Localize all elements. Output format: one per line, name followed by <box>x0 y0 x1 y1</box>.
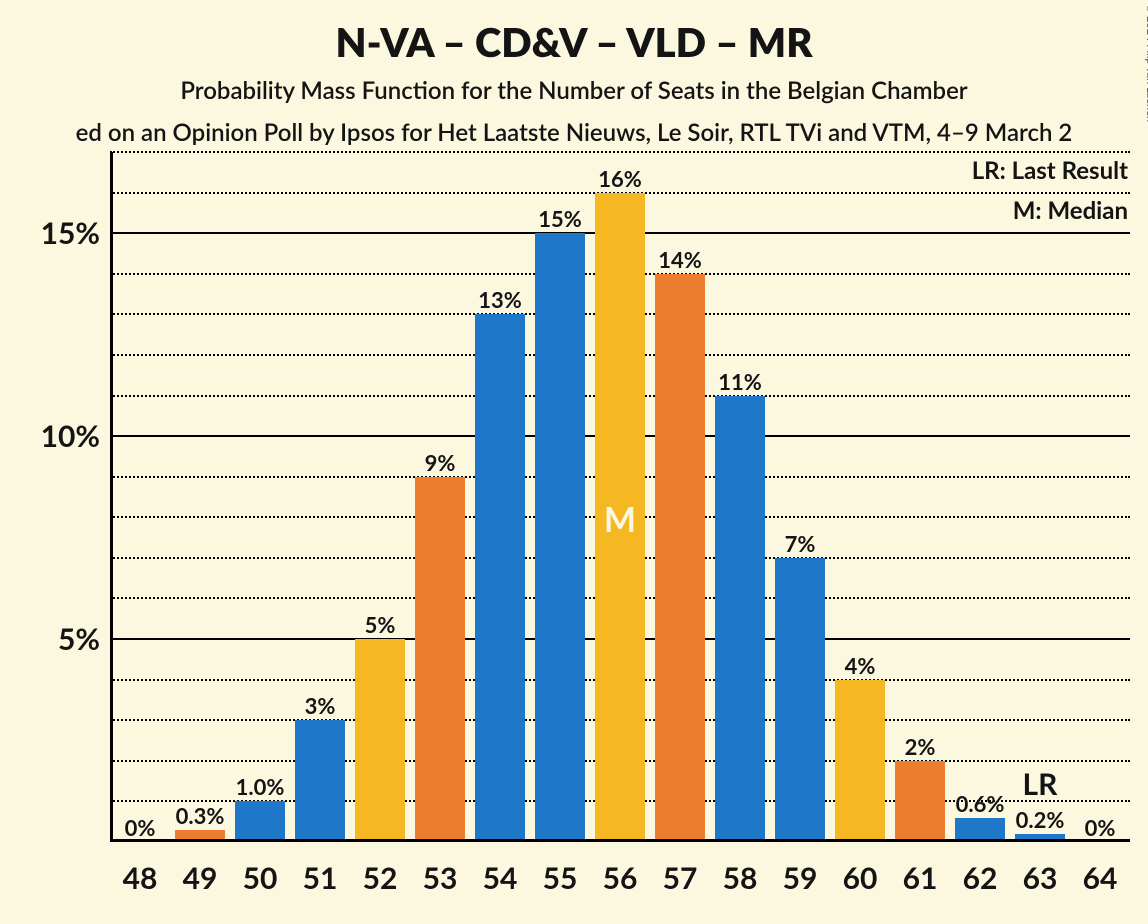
x-axis-label: 63 <box>1010 860 1070 896</box>
bar-value-label: 14% <box>650 246 710 273</box>
x-axis-label: 56 <box>590 860 650 896</box>
median-marker: M <box>590 499 650 540</box>
x-axis-label: 51 <box>290 860 350 896</box>
x-axis-label: 58 <box>710 860 770 896</box>
x-axis-label: 57 <box>650 860 710 896</box>
x-axis-label: 49 <box>170 860 230 896</box>
bar-value-label: 0.2% <box>1010 806 1070 833</box>
plot-area <box>110 152 1130 842</box>
bar <box>235 801 284 842</box>
bar <box>355 639 404 842</box>
bar-value-label: 0% <box>110 814 170 841</box>
x-axis-line <box>110 839 1130 842</box>
bar-value-label: 1.0% <box>230 773 290 800</box>
y-axis-line <box>110 152 113 842</box>
chart-subtitle-2: ed on an Opinion Poll by Ipsos for Het L… <box>0 118 1148 147</box>
bar <box>535 233 584 842</box>
bar <box>655 274 704 842</box>
y-axis-label: 10% <box>0 418 100 454</box>
x-axis-label: 50 <box>230 860 290 896</box>
x-axis-label: 59 <box>770 860 830 896</box>
bar-value-label: 0.3% <box>170 802 230 829</box>
gridline-minor <box>110 151 1130 153</box>
x-axis-label: 55 <box>530 860 590 896</box>
bar-value-label: 15% <box>530 205 590 232</box>
last-result-marker: LR <box>980 766 1100 802</box>
x-axis-label: 54 <box>470 860 530 896</box>
bar-value-label: 16% <box>590 165 650 192</box>
bar-value-label: 3% <box>290 692 350 719</box>
chart-subtitle-1: Probability Mass Function for the Number… <box>0 76 1148 105</box>
x-axis-label: 61 <box>890 860 950 896</box>
y-axis-label: 15% <box>0 215 100 251</box>
x-axis-label: 64 <box>1070 860 1130 896</box>
bar-value-label: 9% <box>410 449 470 476</box>
bar <box>415 477 464 842</box>
bar-value-label: 7% <box>770 530 830 557</box>
x-axis-label: 48 <box>110 860 170 896</box>
bar-value-label: 11% <box>710 368 770 395</box>
x-axis-label: 62 <box>950 860 1010 896</box>
x-axis-label: 53 <box>410 860 470 896</box>
bar <box>295 720 344 842</box>
bar-value-label: 2% <box>890 733 950 760</box>
x-axis-label: 60 <box>830 860 890 896</box>
x-axis-label: 52 <box>350 860 410 896</box>
bar-value-label: 5% <box>350 611 410 638</box>
bar <box>475 314 524 842</box>
y-axis-label: 5% <box>0 621 100 657</box>
chart-title: N-VA – CD&V – VLD – MR <box>0 18 1148 66</box>
chart-canvas: © 2024 Filip van LaenenN-VA – CD&V – VLD… <box>0 0 1148 924</box>
bar-value-label: 13% <box>470 286 530 313</box>
bar-value-label: 4% <box>830 652 890 679</box>
bar <box>835 680 884 842</box>
bar <box>775 558 824 842</box>
bar <box>895 761 944 842</box>
bar-value-label: 0% <box>1070 814 1130 841</box>
bar <box>715 396 764 842</box>
